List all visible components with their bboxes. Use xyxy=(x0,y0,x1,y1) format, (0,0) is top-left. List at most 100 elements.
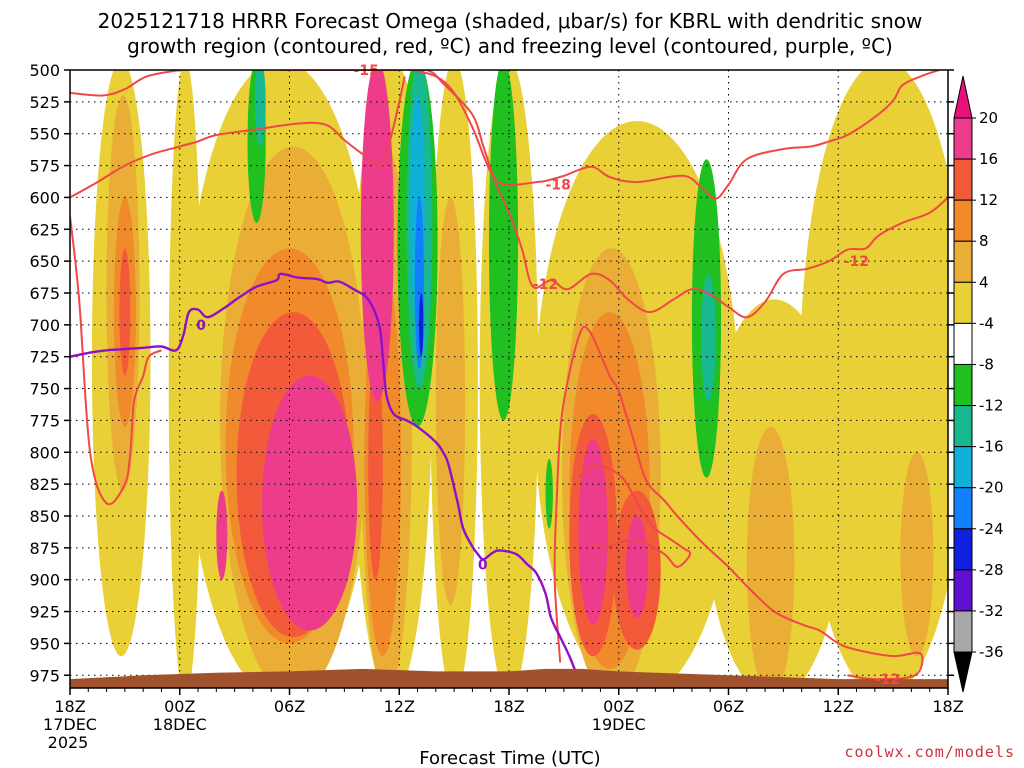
isotherm-line xyxy=(280,70,948,319)
colorbar-swatch xyxy=(953,446,973,489)
omega-region-p20 xyxy=(578,439,608,625)
y-tick-label: 900 xyxy=(29,571,60,590)
y-axis: 500 525 550 575 600 625 650 675 700 725 750 775 800 8… xyxy=(29,61,954,685)
colorbar-swatch xyxy=(953,199,973,242)
omega-region-p16 xyxy=(368,350,383,580)
colorbar-swatch xyxy=(953,405,973,448)
freezing-level-label: 0 xyxy=(478,557,488,573)
y-tick-label: 625 xyxy=(29,220,60,239)
y-tick-label: 925 xyxy=(29,603,60,622)
isotherm-line xyxy=(70,70,180,97)
colorbar-label: -8 xyxy=(979,355,994,373)
y-tick-label: 500 xyxy=(29,61,60,80)
x-tick-label: 06Z xyxy=(713,697,744,716)
colorbar-label: 16 xyxy=(979,150,998,168)
omega-region-p20 xyxy=(262,375,358,631)
dendritic-growth-contours xyxy=(70,70,948,681)
freezing-level-line xyxy=(70,272,580,680)
freezing-level-contour xyxy=(70,272,580,680)
x-tick-date-label: 17DEC xyxy=(43,715,97,734)
colorbar-swatch xyxy=(953,610,973,653)
y-tick-label: 575 xyxy=(29,157,60,176)
omega-region-n8 xyxy=(254,70,266,147)
colorbar-label: -28 xyxy=(979,561,1004,579)
colorbar-label: -12 xyxy=(979,397,1004,415)
x-tick-label: 06Z xyxy=(274,697,305,716)
x-tick-year-label: 2025 xyxy=(48,733,89,752)
terrain-shape xyxy=(70,668,948,688)
y-tick-label: 875 xyxy=(29,539,60,558)
isotherm-line xyxy=(70,216,162,506)
isotherm-line xyxy=(70,76,406,199)
isotherm-label: -12 xyxy=(875,672,900,688)
chart-title-line2: growth region (contoured, red, ºC) and f… xyxy=(127,34,893,58)
x-tick-label: 18Z xyxy=(54,697,85,716)
y-tick-label: 775 xyxy=(29,411,60,430)
y-tick-label: 725 xyxy=(29,348,60,367)
omega-region-n8 xyxy=(701,273,716,402)
isotherm-line xyxy=(553,325,924,681)
colorbar-swatch xyxy=(953,158,973,201)
isotherm-label: -18 xyxy=(546,178,571,194)
omega-region-p4 xyxy=(799,70,948,688)
colorbar-label: -32 xyxy=(979,602,1004,620)
x-tick-label: 00Z xyxy=(603,697,634,716)
colorbar-swatch xyxy=(953,487,973,530)
colorbar-top-arrow xyxy=(953,75,973,119)
colorbar: 20 16 12 8 4 -4 -8 -12 -16 -20 -24 -28 -32 -36 xyxy=(953,75,1004,693)
omega-region-p8 xyxy=(900,452,934,657)
colorbar-label: -24 xyxy=(979,520,1004,538)
x-tick-label: 18Z xyxy=(932,697,963,716)
x-tick-label: 12Z xyxy=(384,697,415,716)
freezing-level-label: 0 xyxy=(196,318,206,334)
x-axis-label: Forecast Time (UTC) xyxy=(419,748,600,768)
isotherm-label: -15 xyxy=(354,63,379,79)
colorbar-swatch xyxy=(953,281,973,324)
colorbar-swatch xyxy=(953,117,973,160)
y-tick-label: 800 xyxy=(29,443,60,462)
colorbar-swatch xyxy=(953,528,973,571)
colorbar-label: 8 xyxy=(979,232,989,250)
omega-region-p16 xyxy=(119,248,131,376)
y-tick-label: 825 xyxy=(29,475,60,494)
colorbar-label: -4 xyxy=(979,314,994,332)
y-tick-label: 750 xyxy=(29,380,60,399)
x-tick-label: 00Z xyxy=(164,697,195,716)
colorbar-swatch xyxy=(953,240,973,283)
y-tick-label: 525 xyxy=(29,93,60,112)
colorbar-swatch xyxy=(953,322,973,365)
y-tick-label: 650 xyxy=(29,252,60,271)
omega-region-n4 xyxy=(488,70,519,421)
y-tick-label: 950 xyxy=(29,634,60,653)
x-tick-label: 18Z xyxy=(493,697,524,716)
colorbar-label: -20 xyxy=(979,479,1004,497)
x-tick-label: 12Z xyxy=(823,697,854,716)
plot-area: -15 -18 -12 -12 -12 0 0 xyxy=(69,63,949,689)
y-tick-label: 600 xyxy=(29,188,60,207)
y-tick-label: 550 xyxy=(29,125,60,144)
colorbar-swatch xyxy=(953,569,973,612)
y-tick-label: 975 xyxy=(29,666,60,685)
x-tick-date-label: 19DEC xyxy=(592,715,646,734)
isotherm-line xyxy=(577,464,692,568)
omega-region-p8 xyxy=(435,197,466,606)
contour-labels: -15 -18 -12 -12 -12 0 0 xyxy=(196,63,900,688)
y-tick-label: 700 xyxy=(29,316,60,335)
isotherm-label: -12 xyxy=(844,254,869,270)
omega-region-n20 xyxy=(419,292,424,357)
y-tick-label: 675 xyxy=(29,284,60,303)
colorbar-label: 12 xyxy=(979,191,998,209)
omega-region-n4 xyxy=(545,458,553,529)
omega-region-p8 xyxy=(746,426,795,688)
omega-region-p20 xyxy=(626,515,648,618)
omega-region-p20 xyxy=(360,70,394,402)
isotherm-label: -12 xyxy=(533,277,558,293)
chart-title-line1: 2025121718 HRRR Forecast Omega (shaded, … xyxy=(98,9,923,33)
colorbar-label: -36 xyxy=(979,643,1004,661)
colorbar-label: 20 xyxy=(979,109,998,127)
isotherm-line xyxy=(316,70,940,200)
terrain-fill xyxy=(70,668,948,688)
y-tick-label: 850 xyxy=(29,507,60,526)
colorbar-bottom-arrow xyxy=(953,651,973,693)
